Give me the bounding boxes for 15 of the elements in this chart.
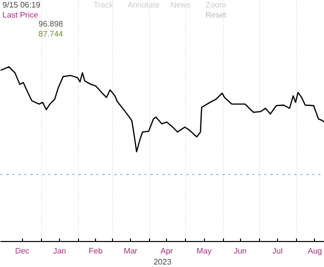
x-tick-label: May xyxy=(196,246,212,256)
text: 87.744 xyxy=(38,30,64,38)
x-tick-label: Feb xyxy=(88,246,104,256)
x-tick-label: Jun xyxy=(234,246,247,256)
text: Last Price xyxy=(2,10,39,20)
x-tick-label: Aug xyxy=(308,246,322,256)
x-tick-label: Mar xyxy=(124,246,138,256)
x-tick-label: Jul xyxy=(272,246,283,256)
x-axis-title: 2023 xyxy=(154,258,172,266)
text: Reset xyxy=(206,10,228,20)
x-tick-label: Apr xyxy=(160,246,174,256)
x-tick-label: Dec xyxy=(15,246,30,256)
x-tick-label: Jan xyxy=(53,246,66,256)
text: 9/15 06:19 xyxy=(2,0,41,10)
text: 96.898 xyxy=(38,20,64,28)
